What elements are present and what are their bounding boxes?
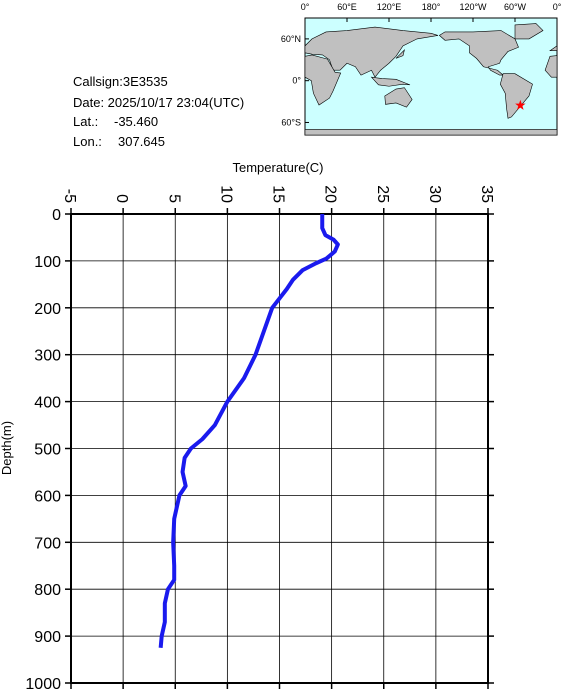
y-axis-title: Depth(m): [0, 421, 14, 475]
land: [499, 73, 533, 119]
y-tick-label: 900: [34, 629, 61, 646]
map-lon-label: 120°E: [377, 2, 402, 12]
y-tick-label: 600: [34, 488, 61, 505]
map-lon-label: 60°W: [504, 2, 527, 12]
land: [514, 23, 544, 40]
map-lon-label: 120°W: [459, 2, 487, 12]
land: [549, 45, 558, 52]
x-tick-label: 0: [113, 194, 130, 203]
y-tick-label: 200: [34, 301, 61, 318]
map-lat-label: 60°S: [281, 117, 301, 127]
lat-label: Lat.:: [73, 114, 98, 129]
y-tick-label: 0: [52, 207, 61, 224]
callsign: Callsign:3E3535: [73, 74, 168, 89]
land: [304, 129, 558, 136]
x-tick-label: 5: [165, 194, 182, 203]
map-lon-label: 0°: [553, 2, 562, 12]
map-lon-label: 180°: [422, 2, 441, 12]
map-lon-label: 0°: [301, 2, 310, 12]
date: Date: 2025/10/17 23:04(UTC): [73, 95, 244, 110]
y-tick-label: 500: [34, 442, 61, 459]
x-tick-label: 15: [270, 185, 287, 203]
map-lat-label: 60°N: [281, 34, 301, 44]
y-tick-label: 300: [34, 348, 61, 365]
y-tick-label: 400: [34, 395, 61, 412]
lat-value: -35.460: [114, 114, 158, 129]
land: [304, 54, 342, 106]
map-lon-label: 60°E: [337, 2, 357, 12]
station-marker: [515, 99, 526, 110]
land: [384, 87, 413, 108]
land: [438, 30, 519, 76]
profile-line: [158, 214, 340, 649]
y-tick-label: 100: [34, 254, 61, 271]
land: [544, 55, 558, 78]
plot-frame: [70, 213, 489, 684]
x-axis-title: Temperature(C): [232, 160, 323, 175]
lon-label: Lon.:: [73, 134, 102, 149]
land: [395, 49, 405, 59]
x-tick-label: 25: [374, 185, 391, 203]
y-tick-label: 700: [34, 535, 61, 552]
land: [370, 76, 411, 87]
map-lat-label: 0°: [292, 76, 301, 86]
x-tick-label: 30: [426, 185, 443, 203]
x-tick-label: 20: [322, 185, 339, 203]
lon-value: 307.645: [118, 134, 165, 149]
x-tick-label: 35: [478, 185, 495, 203]
y-tick-label: 800: [34, 582, 61, 599]
x-tick-label: 10: [217, 185, 234, 203]
land: [304, 26, 439, 78]
y-tick-label: 1000: [25, 676, 61, 690]
x-tick-label: -5: [61, 189, 78, 203]
